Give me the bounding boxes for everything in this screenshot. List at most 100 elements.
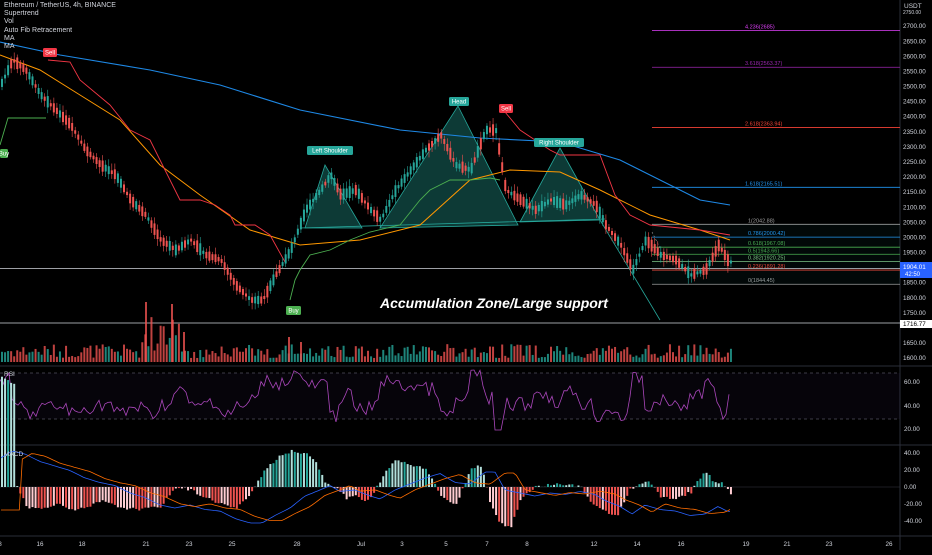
candle[interactable] [248,289,250,306]
candle[interactable] [269,278,271,294]
candle[interactable] [361,190,363,205]
candle[interactable] [202,247,204,259]
candle[interactable] [285,248,287,268]
candle[interactable] [486,123,488,140]
fib-retracement[interactable]: 4.236(2685)3.618(2563.37)2.618(2363.94)1… [652,25,900,285]
candle[interactable] [65,110,67,130]
head-badge[interactable]: Head [449,97,469,106]
candle[interactable] [279,260,281,276]
candle[interactable] [498,138,500,157]
candle[interactable] [257,291,259,308]
sell-badge-2[interactable]: Sell [499,104,513,113]
candle[interactable] [154,217,156,239]
candle[interactable] [25,65,27,80]
candle[interactable] [239,282,241,294]
candle[interactable] [187,235,189,250]
candle[interactable] [254,293,256,310]
candle[interactable] [367,196,369,214]
candle[interactable] [59,104,61,122]
buy-badge-2[interactable]: Buy [286,306,301,315]
candle[interactable] [614,231,616,244]
candle[interactable] [394,180,396,204]
candle[interactable] [388,194,390,213]
candle[interactable] [483,129,485,142]
candle[interactable] [260,293,262,306]
candle[interactable] [4,68,6,83]
legend-item-supertrend[interactable]: Supertrend [4,10,116,18]
candle[interactable] [199,237,201,261]
candle[interactable] [419,151,421,164]
candle[interactable] [211,252,213,263]
candle[interactable] [89,148,91,160]
candle[interactable] [178,243,180,254]
candle[interactable] [53,98,55,116]
candle[interactable] [648,232,650,253]
candle[interactable] [208,246,210,263]
candle[interactable] [645,232,647,252]
candle[interactable] [516,187,518,206]
candle[interactable] [157,225,159,246]
candle[interactable] [215,248,217,265]
candle[interactable] [288,247,290,261]
candle[interactable] [13,53,15,70]
candle[interactable] [513,184,515,205]
candle[interactable] [404,169,406,189]
candle[interactable] [297,225,299,238]
candle[interactable] [38,84,40,99]
candle[interactable] [425,145,427,154]
candle[interactable] [355,182,357,197]
candle[interactable] [346,182,348,200]
candle[interactable] [626,247,628,265]
candle[interactable] [105,160,107,177]
symbol-title[interactable]: Ethereum / TetherUS, 4h, BINANCE [4,2,116,10]
candle[interactable] [303,204,305,225]
candle[interactable] [93,153,95,163]
candle[interactable] [401,175,403,189]
candle[interactable] [224,256,226,275]
candle[interactable] [96,153,98,169]
candle[interactable] [50,100,52,111]
candle[interactable] [507,186,509,198]
candle[interactable] [227,264,229,280]
candle[interactable] [300,216,302,233]
candle[interactable] [291,238,293,259]
candle[interactable] [520,192,522,207]
candle[interactable] [385,199,387,215]
candle[interactable] [221,255,223,267]
candle[interactable] [184,237,186,251]
candle[interactable] [358,184,360,203]
candle[interactable] [370,204,372,216]
candle[interactable] [147,213,149,224]
candle[interactable] [193,239,195,249]
candle[interactable] [398,181,400,193]
rsi-pane[interactable]: RSI [0,370,900,430]
candle[interactable] [620,237,622,254]
candle[interactable] [172,242,174,257]
candle[interactable] [144,208,146,219]
candle[interactable] [236,279,238,295]
candle[interactable] [117,171,119,187]
candle[interactable] [126,188,128,198]
candle[interactable] [230,269,232,287]
candle[interactable] [233,275,235,291]
candle[interactable] [263,289,265,304]
candle[interactable] [495,124,497,141]
candle[interactable] [1,76,3,90]
legend-item-ma-1[interactable]: MA [4,35,116,43]
candle[interactable] [135,199,137,212]
candle[interactable] [68,115,70,131]
candle[interactable] [510,187,512,199]
candle[interactable] [422,143,424,161]
candle[interactable] [276,264,278,279]
candle[interactable] [22,60,24,74]
candle[interactable] [138,200,140,215]
candle[interactable] [47,90,49,113]
buy-badge-1[interactable]: Buy [0,149,9,158]
candle[interactable] [80,136,82,147]
candle[interactable] [41,88,43,103]
candle[interactable] [56,103,58,118]
candle[interactable] [141,202,143,221]
legend-item-ma-2[interactable]: MA [4,43,116,51]
